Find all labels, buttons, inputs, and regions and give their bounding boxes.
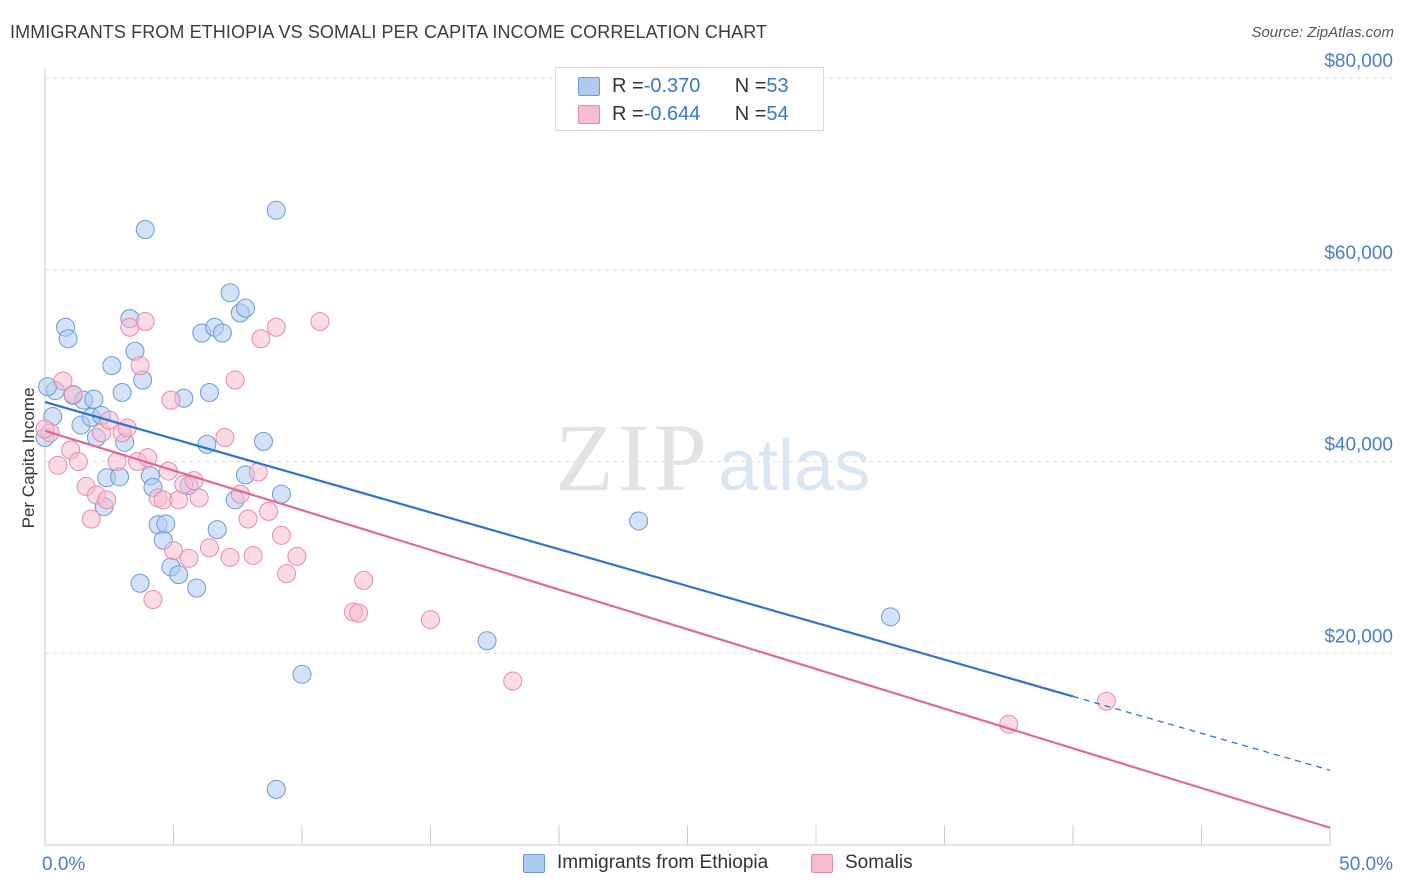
y-tick-label: $40,000 — [1324, 435, 1393, 456]
somali-point — [53, 371, 73, 391]
ethiopia-point — [292, 664, 312, 684]
somali-point — [179, 548, 199, 568]
somali-point — [220, 547, 240, 567]
legend-n-value: 54 — [766, 102, 789, 125]
ethiopia-point — [266, 200, 286, 220]
somali-point — [189, 488, 209, 508]
ethiopia-point — [629, 511, 649, 531]
somali-point — [266, 317, 286, 337]
somali-point — [310, 312, 330, 332]
somali-point — [135, 312, 155, 332]
somali-point — [1096, 691, 1116, 711]
ethiopia-trend-line — [44, 400, 1074, 698]
ethiopia-point — [102, 356, 122, 376]
stats-legend: R = -0.370 N = 53 R = -0.644 N = 54 — [555, 67, 824, 131]
series-legend: Immigrants from Ethiopia Somalis — [0, 852, 1406, 878]
ethiopia-point — [212, 323, 232, 343]
somali-point — [97, 490, 117, 510]
ethiopia-point — [130, 573, 150, 593]
legend-n-label: N = — [734, 102, 767, 125]
somali-point — [277, 564, 297, 584]
ethiopia-point — [58, 329, 78, 349]
ethiopia-point — [271, 484, 291, 504]
somali-swatch — [578, 104, 600, 124]
somali-point — [421, 610, 440, 630]
ethiopia-point — [207, 520, 227, 540]
somali-legend-swatch — [811, 853, 833, 873]
somali-point — [130, 356, 150, 376]
somali-point — [48, 455, 68, 475]
source-label: Source: ZipAtlas.com — [1251, 24, 1394, 41]
somali-point — [271, 525, 291, 545]
somali-point — [143, 590, 163, 610]
somali-point — [287, 546, 307, 566]
somali-points — [35, 312, 1116, 734]
ethiopia-point — [881, 607, 901, 627]
y-tick-label: $60,000 — [1324, 243, 1393, 264]
trend-lines — [44, 400, 1331, 829]
legend-label-ethiopia: Immigrants from Ethiopia — [557, 852, 769, 873]
watermark-atlas: atlas — [718, 426, 870, 506]
ethiopia-point — [477, 631, 497, 651]
ethiopia-point — [199, 382, 219, 402]
ethiopia-point — [253, 431, 273, 451]
somali-point — [503, 671, 523, 691]
ethiopia-point — [135, 219, 155, 239]
grid-lines — [45, 77, 1393, 654]
somali-point — [349, 603, 369, 623]
somali-point — [999, 714, 1019, 734]
legend-item-ethiopia[interactable]: Immigrants from Ethiopia — [523, 852, 768, 874]
somali-point — [259, 501, 279, 521]
ethiopia-point — [235, 298, 255, 318]
ethiopia-point — [266, 779, 286, 799]
ethiopia-point — [112, 382, 132, 402]
somali-trend-line — [44, 429, 1331, 829]
ethiopia-point — [156, 514, 176, 534]
legend-r-label: R = — [612, 102, 644, 125]
ethiopia-point — [84, 389, 104, 409]
legend-n-label: N = — [734, 74, 767, 97]
legend-label-somalis: Somalis — [845, 852, 913, 873]
somali-point — [354, 570, 374, 590]
ethiopia-swatch — [578, 76, 600, 96]
x-tick-label: 50.0% — [1339, 854, 1393, 875]
ethiopia-point — [187, 578, 207, 598]
somali-point — [161, 390, 181, 410]
legend-row-somali: R = -0.644 N = 54 — [578, 101, 789, 127]
axes — [44, 68, 1331, 846]
somali-point — [35, 419, 55, 439]
legend-r-value: -0.370 — [643, 74, 701, 97]
watermark: ZIP atlas — [555, 404, 870, 511]
legend-r-value: -0.644 — [643, 102, 701, 125]
y-tick-label: $20,000 — [1324, 626, 1393, 647]
watermark-zip: ZIP — [555, 404, 711, 511]
legend-item-somalis[interactable]: Somalis — [811, 852, 913, 874]
somali-point — [63, 384, 83, 404]
x-tick-label: 0.0% — [42, 854, 85, 875]
somali-point — [68, 452, 88, 471]
somali-point — [243, 545, 263, 565]
legend-row-ethiopia: R = -0.370 N = 53 — [578, 73, 789, 99]
ethiopia-trend-extension — [1072, 695, 1331, 771]
somali-point — [225, 370, 245, 390]
y-axis-label: Per Capita Income — [19, 388, 38, 529]
y-tick-label: $80,000 — [1324, 51, 1393, 72]
legend-r-label: R = — [612, 74, 644, 97]
legend-n-value: 53 — [766, 74, 789, 97]
somali-point — [238, 509, 258, 529]
ethiopia-legend-swatch — [523, 853, 545, 873]
somali-point — [164, 541, 183, 561]
somali-point — [199, 538, 219, 558]
chart-title: IMMIGRANTS FROM ETHIOPIA VS SOMALI PER C… — [10, 22, 768, 42]
tick-labels: $20,000 $40,000 $60,000 $80,000 0.0% 50.0% — [42, 51, 1393, 875]
somali-point — [251, 329, 271, 349]
ethiopia-point — [169, 565, 189, 585]
somali-point — [81, 509, 101, 529]
ethiopia-point — [220, 283, 240, 303]
somali-point — [215, 428, 235, 448]
